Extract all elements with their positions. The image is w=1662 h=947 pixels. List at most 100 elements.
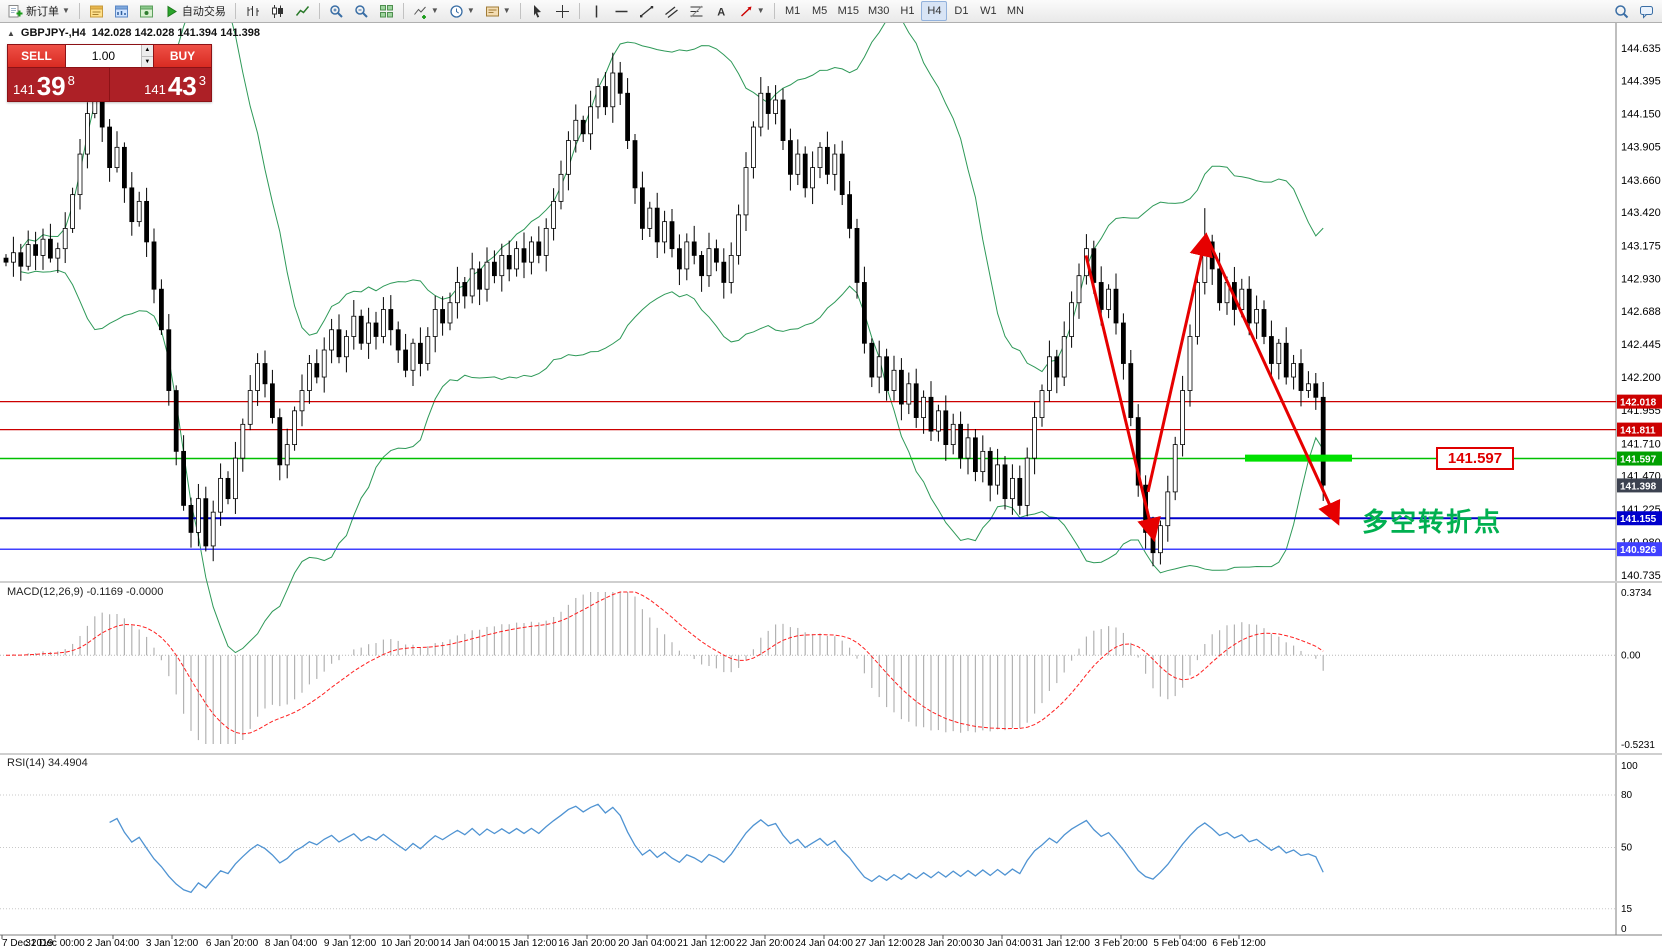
arrows-tool-icon bbox=[739, 6, 752, 19]
trendline-button[interactable] bbox=[635, 1, 658, 21]
svg-text:6 Jan 20:00: 6 Jan 20:00 bbox=[206, 938, 259, 947]
svg-text:142.688: 142.688 bbox=[1621, 306, 1661, 318]
zoom-out-button[interactable] bbox=[350, 1, 373, 21]
templates-button[interactable]: ▼ bbox=[481, 1, 515, 21]
buy-price-display[interactable]: 141 43 3 bbox=[109, 68, 211, 101]
timeframe-mn-button[interactable]: MN bbox=[1002, 1, 1028, 21]
candles-chart-icon bbox=[270, 4, 285, 19]
rsi-panel-separator[interactable] bbox=[0, 753, 1662, 755]
zoom-out-icon bbox=[354, 4, 369, 19]
tile-windows-button[interactable] bbox=[375, 1, 398, 21]
new-order-button[interactable]: 新订单 ▼ bbox=[4, 1, 74, 21]
market-watch-button[interactable] bbox=[85, 1, 108, 21]
cursor-button[interactable] bbox=[526, 1, 549, 21]
svg-text:141.710: 141.710 bbox=[1621, 438, 1661, 450]
navigator-button[interactable] bbox=[135, 1, 158, 21]
ohlc-values: 142.028 142.028 141.394 141.398 bbox=[91, 27, 260, 39]
horizontal-line-button[interactable] bbox=[610, 1, 633, 21]
crosshair-button[interactable] bbox=[551, 1, 574, 21]
toolbar-separator bbox=[578, 3, 580, 19]
timeframe-h4-button[interactable]: H4 bbox=[921, 1, 948, 21]
indicators-caret-icon: ▼ bbox=[430, 6, 439, 15]
timeframe-d1-button[interactable]: D1 bbox=[948, 1, 974, 21]
data-window-button[interactable] bbox=[110, 1, 133, 21]
channel-icon bbox=[664, 4, 679, 19]
new-order-label: 新订单 bbox=[26, 6, 59, 18]
sell-price-sup: 8 bbox=[67, 73, 75, 88]
svg-text:14 Jan 04:00: 14 Jan 04:00 bbox=[440, 938, 498, 947]
fibonacci-icon bbox=[689, 4, 704, 19]
svg-text:28 Jan 20:00: 28 Jan 20:00 bbox=[914, 938, 972, 947]
timeframe-w1-button[interactable]: W1 bbox=[975, 1, 1001, 21]
periods-button[interactable]: ▼ bbox=[445, 1, 479, 21]
volume-box: ▲ ▼ bbox=[65, 45, 154, 67]
volume-input[interactable] bbox=[66, 45, 141, 67]
toolbar-right-group bbox=[1610, 1, 1658, 21]
chart-background[interactable] bbox=[0, 23, 1662, 947]
svg-text:16 Jan 20:00: 16 Jan 20:00 bbox=[558, 938, 616, 947]
candlestick-chart-button[interactable] bbox=[266, 1, 289, 21]
trend-arrow-2[interactable] bbox=[1146, 232, 1214, 493]
svg-text:30 Jan 04:00: 30 Jan 04:00 bbox=[973, 938, 1031, 947]
vertical-line-button[interactable] bbox=[585, 1, 608, 21]
market-watch-icon bbox=[89, 4, 104, 19]
toolbar-separator bbox=[318, 3, 320, 19]
svg-text:22 Jan 20:00: 22 Jan 20:00 bbox=[736, 938, 794, 947]
volume-up-button[interactable]: ▲ bbox=[141, 45, 153, 57]
macd-panel-separator[interactable] bbox=[0, 581, 1662, 583]
svg-text:2 Jan 04:00: 2 Jan 04:00 bbox=[87, 938, 140, 947]
axis-chip-141.398 bbox=[1617, 478, 1662, 493]
symbol-period-label: GBPJPY-,H4 bbox=[20, 27, 86, 39]
axis-chip-141.155 bbox=[1617, 511, 1662, 526]
zoom-in-button[interactable] bbox=[325, 1, 348, 21]
svg-text:15: 15 bbox=[1621, 904, 1633, 915]
svg-text:3 Jan 12:00: 3 Jan 12:00 bbox=[146, 938, 199, 947]
line-chart-icon bbox=[295, 4, 310, 19]
trend-arrow-3[interactable] bbox=[1204, 234, 1341, 526]
search-button[interactable] bbox=[1610, 1, 1633, 21]
bar-chart-button[interactable] bbox=[241, 1, 264, 21]
sell-price-display[interactable]: 141 39 8 bbox=[8, 68, 109, 101]
buy-button[interactable]: BUY bbox=[154, 45, 211, 67]
candlestick-series bbox=[3, 52, 1326, 567]
trendline-icon bbox=[639, 5, 653, 17]
line-chart-button[interactable] bbox=[291, 1, 314, 21]
timeframe-m1-button[interactable]: M1 bbox=[780, 1, 806, 21]
svg-text:15 Jan 12:00: 15 Jan 12:00 bbox=[499, 938, 557, 947]
svg-text:8 Jan 04:00: 8 Jan 04:00 bbox=[265, 938, 318, 947]
fibonacci-button[interactable] bbox=[685, 1, 708, 21]
autotrading-button[interactable]: 自动交易 bbox=[160, 1, 230, 21]
indicators-button[interactable]: ▼ bbox=[409, 1, 443, 21]
svg-text:80: 80 bbox=[1621, 790, 1633, 801]
text-tool-button[interactable]: A bbox=[710, 1, 733, 21]
svg-text:143.420: 143.420 bbox=[1621, 207, 1661, 219]
macd-label: MACD(12,26,9) -0.1169 -0.0000 bbox=[7, 586, 164, 598]
turning-point-annotation[interactable]: 多空转折点 bbox=[1362, 507, 1503, 537]
chart-header: ▲ GBPJPY-,H4 142.028 142.028 141.394 141… bbox=[7, 27, 260, 39]
volume-down-button[interactable]: ▼ bbox=[141, 56, 153, 67]
price-callout-box[interactable]: 141.597 bbox=[1436, 447, 1514, 470]
new-order-icon bbox=[8, 4, 23, 19]
chat-button[interactable] bbox=[1635, 1, 1658, 21]
timeframe-h1-button[interactable]: H1 bbox=[894, 1, 920, 21]
sell-button[interactable]: SELL bbox=[8, 45, 65, 67]
arrows-tool-button[interactable]: ▼ bbox=[735, 1, 769, 21]
axis-chip-141.811 bbox=[1617, 422, 1662, 437]
svg-text:141.811: 141.811 bbox=[1620, 426, 1656, 437]
svg-text:0.00: 0.00 bbox=[1621, 650, 1641, 661]
channel-button[interactable] bbox=[660, 1, 683, 21]
trend-arrow-1[interactable] bbox=[1084, 255, 1161, 543]
svg-text:143.660: 143.660 bbox=[1621, 175, 1661, 187]
svg-text:144.395: 144.395 bbox=[1621, 75, 1661, 87]
bollinger-bands bbox=[20, 0, 1324, 654]
timeframe-m15-button[interactable]: M15 bbox=[834, 1, 863, 21]
timeframe-m5-button[interactable]: M5 bbox=[807, 1, 833, 21]
horizontal-line-icon bbox=[614, 4, 629, 19]
buy-price-sup: 3 bbox=[198, 73, 206, 88]
svg-text:143.905: 143.905 bbox=[1621, 142, 1661, 154]
svg-text:144.635: 144.635 bbox=[1621, 43, 1661, 55]
rsi-label: RSI(14) 34.4904 bbox=[7, 757, 88, 769]
timeframe-m30-button[interactable]: M30 bbox=[864, 1, 893, 21]
